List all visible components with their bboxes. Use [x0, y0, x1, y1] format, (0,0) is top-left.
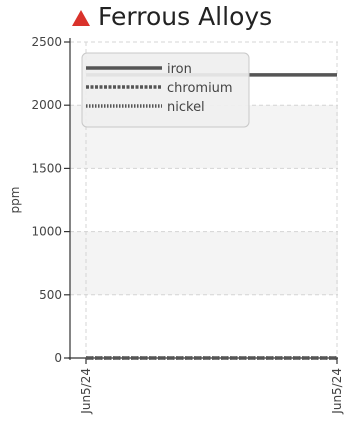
title-bar: Ferrous Alloys	[72, 0, 272, 34]
legend-box	[81, 52, 250, 128]
legend: iron chromium nickel	[81, 52, 250, 128]
chart-title: Ferrous Alloys	[98, 2, 273, 31]
legend-label: chromium	[167, 81, 233, 96]
x-tick-label: Jun5/24	[79, 368, 93, 415]
y-tick-label: 500	[39, 288, 62, 302]
x-tick-label: Jun5/24	[330, 368, 344, 415]
y-tick-label: 1500	[31, 161, 62, 175]
y-tick-label: 0	[54, 351, 62, 365]
warning-triangle-icon	[72, 10, 90, 26]
plot-band	[70, 231, 338, 295]
y-tick-label: 2500	[31, 35, 62, 49]
legend-label: nickel	[167, 100, 205, 115]
legend-label: iron	[167, 62, 192, 77]
y-tick-label: 2000	[31, 98, 62, 112]
y-axis-label: ppm	[8, 187, 22, 214]
y-tick-label: 1000	[31, 225, 62, 239]
